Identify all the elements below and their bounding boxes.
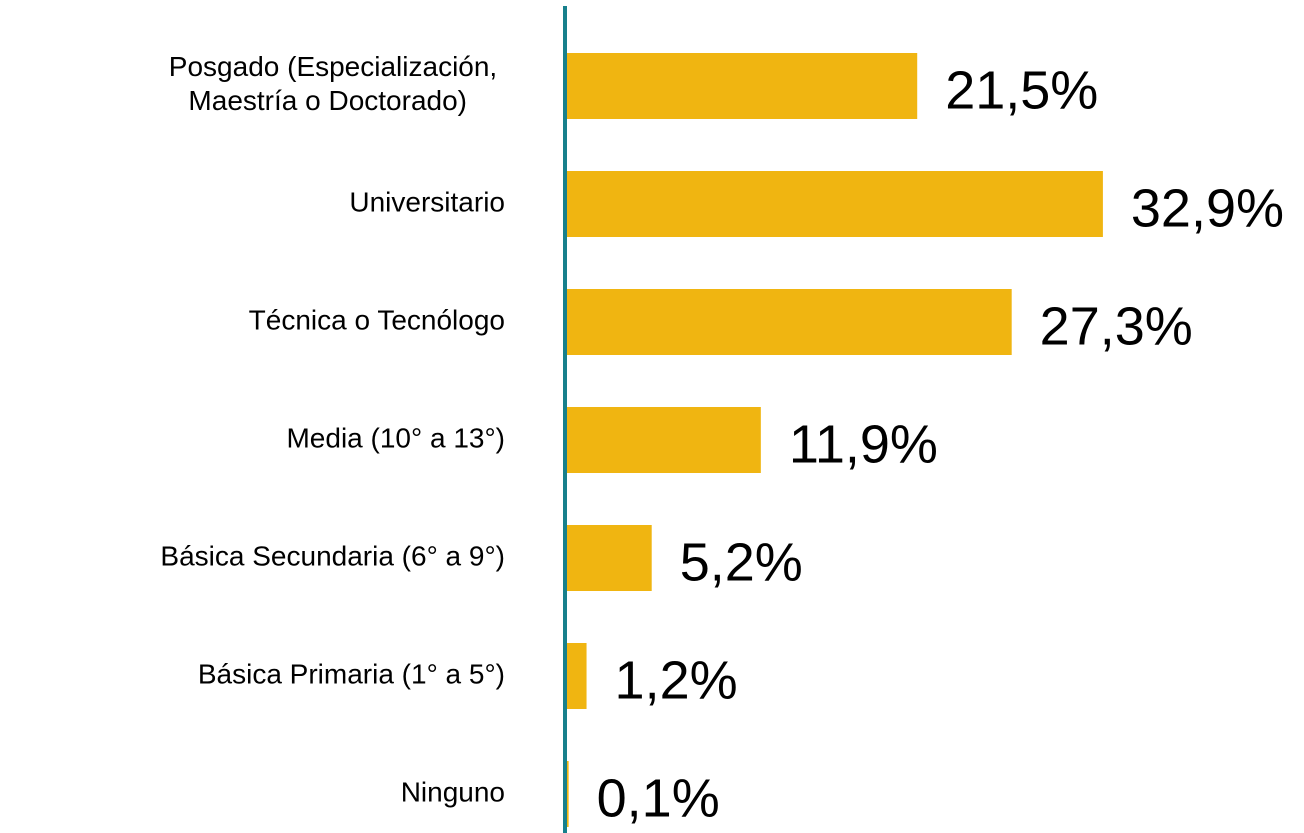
category-label-line: Maestría o Doctorado) [188, 85, 467, 116]
category-label: Ninguno [401, 776, 505, 807]
category-label: Técnica o Tecnólogo [249, 304, 505, 335]
category-label: Básica Primaria (1° a 5°) [198, 658, 505, 689]
value-label: 1,2% [615, 650, 738, 710]
category-label: Básica Secundaria (6° a 9°) [160, 540, 505, 571]
category-label: Universitario [349, 186, 505, 217]
value-label: 27,3% [1040, 296, 1193, 356]
bar [567, 761, 569, 827]
value-label: 0,1% [597, 768, 720, 828]
value-label: 5,2% [680, 532, 803, 592]
value-label: 32,9% [1131, 178, 1284, 238]
bar [567, 289, 1012, 355]
bar [567, 525, 652, 591]
bar [567, 53, 918, 119]
category-label: Media (10° a 13°) [286, 422, 505, 453]
category-label: Posgado (Especialización, Maestría o Doc… [169, 51, 505, 116]
bar [567, 407, 761, 473]
value-label: 11,9% [789, 414, 938, 474]
value-label: 21,5% [945, 60, 1098, 120]
bar [567, 171, 1103, 237]
bar [567, 643, 587, 709]
category-label-line: Posgado (Especialización, [169, 51, 505, 82]
